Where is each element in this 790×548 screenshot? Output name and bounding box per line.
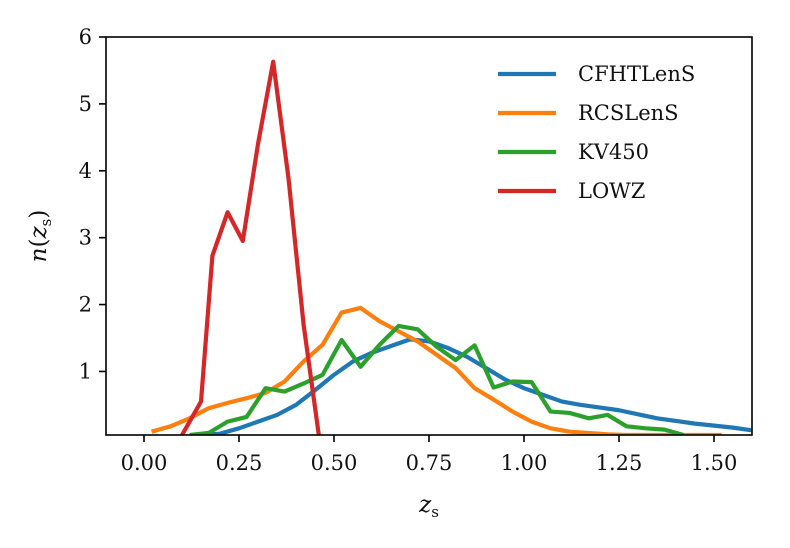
y-tick-label: 2 <box>79 293 92 317</box>
plot-area <box>151 59 752 435</box>
x-tick-label: 0.50 <box>311 451 358 475</box>
x-axis: 0.00 0.25 0.50 0.75 1.00 1.25 1.50 <box>121 435 738 475</box>
x-tick-label: 0.00 <box>121 451 168 475</box>
y-axis-label: n(zs) <box>26 210 55 263</box>
x-axis-label-var: z <box>418 492 432 518</box>
x-axis-label: zs <box>418 492 439 521</box>
series-line-cfhtlens <box>200 337 752 435</box>
x-tick-label: 0.25 <box>216 451 263 475</box>
legend-label-cfhtlens: CFHTLenS <box>578 62 695 86</box>
x-tick-label: 0.75 <box>406 451 453 475</box>
y-axis-label-var: n <box>26 247 52 262</box>
series-line-kv450 <box>189 323 685 435</box>
x-axis-label-sub: s <box>431 503 439 521</box>
y-tick-label: 6 <box>79 25 92 49</box>
axes-frame <box>105 36 753 436</box>
y-tick-label: 5 <box>79 92 92 116</box>
y-axis-label-open: ( <box>26 239 52 248</box>
y-axis-label-close: ) <box>26 210 52 219</box>
y-tick-label: 1 <box>79 359 92 383</box>
y-tick-label: 4 <box>79 159 92 183</box>
y-axis-label-sub: s <box>37 219 55 227</box>
x-tick-label: 1.00 <box>501 451 548 475</box>
y-axis: 1 2 3 4 5 6 <box>79 25 106 383</box>
x-tick-label: 1.50 <box>691 451 738 475</box>
legend-label-kv450: KV450 <box>578 140 649 164</box>
series-line-lowz <box>180 59 321 435</box>
x-tick-label: 1.25 <box>596 451 643 475</box>
legend-label-rcslens: RCSLenS <box>578 101 679 125</box>
y-axis-label-z: z <box>26 226 52 240</box>
y-tick-label: 3 <box>79 226 92 250</box>
legend-label-lowz: LOWZ <box>578 179 645 203</box>
series-line-rcslens <box>151 305 722 435</box>
legend: CFHTLenS RCSLenS KV450 LOWZ <box>498 62 695 203</box>
